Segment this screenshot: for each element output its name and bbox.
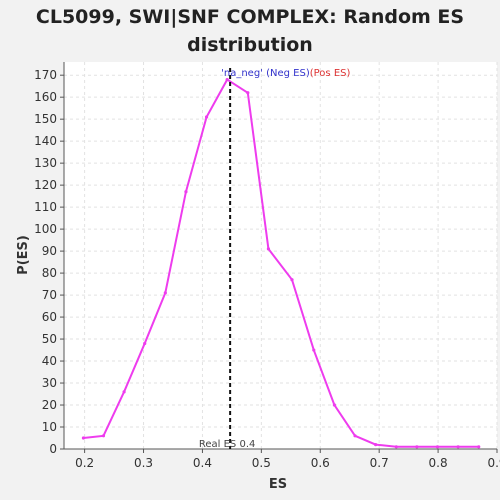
data-point-0-2 <box>122 390 126 394</box>
x-axis-label: ES <box>269 477 287 492</box>
es-direction-annotation: 'na_neg' (Neg ES)(Pos ES) <box>221 68 350 79</box>
data-point-0-0 <box>81 436 86 440</box>
y-tick-label-16: 160 <box>34 90 57 104</box>
data-point-0-3 <box>143 341 147 346</box>
data-point-0-16 <box>415 445 419 449</box>
chart-title-line2: distribution <box>187 34 313 56</box>
annotation-group: Real ES 0.4 'na_neg' (Neg ES)(Pos ES) <box>199 68 350 450</box>
annotation-neg-text: 'na_neg' (Neg ES) <box>221 68 310 79</box>
y-tick-label-15: 150 <box>34 112 57 126</box>
y-axis-label: P(ES) <box>16 235 31 275</box>
data-point-0-10 <box>290 278 294 282</box>
y-tick-label-10: 100 <box>34 222 57 236</box>
chart-title-line1: CL5099, SWI|SNF COMPLEX: Random ES <box>35 6 465 28</box>
y-tick-label-3: 30 <box>42 376 57 390</box>
chart-title: CL5099, SWI|SNF COMPLEX: Random ES distr… <box>0 3 500 59</box>
x-tick-label-1: 0.3 <box>134 456 153 470</box>
x-tick-label-5: 0.7 <box>370 456 389 470</box>
x-tick-label-4: 0.6 <box>311 456 330 470</box>
y-tick-label-11: 110 <box>34 200 57 214</box>
grid <box>64 62 498 450</box>
data-point-0-8 <box>246 91 250 95</box>
y-tick-label-4: 40 <box>42 354 57 368</box>
y-tick-label-9: 90 <box>42 244 57 258</box>
data-point-0-18 <box>456 445 460 449</box>
data-point-0-19 <box>477 445 481 449</box>
real-es-label: Real ES 0.4 <box>199 439 255 450</box>
data-point-0-17 <box>435 445 440 449</box>
data-point-0-13 <box>353 434 357 438</box>
y-tick-label-14: 140 <box>34 134 57 148</box>
x-tick-label-2: 0.4 <box>193 456 212 470</box>
y-tick-label-2: 20 <box>42 398 57 412</box>
y-tick-label-6: 60 <box>42 310 57 324</box>
annotation-pos-text: (Pos ES) <box>310 68 351 79</box>
y-tick-label-13: 130 <box>34 156 57 170</box>
data-point-0-14 <box>374 443 378 447</box>
x-tick-label-0: 0.2 <box>75 456 94 470</box>
x-tick-label-3: 0.5 <box>252 456 271 470</box>
data-point-0-5 <box>184 190 188 194</box>
axes: 0 10 20 30 40 50 60 70 80 90 100 110 120 130 140 150 160… <box>34 62 500 470</box>
data-point-0-15 <box>394 445 398 449</box>
series-group <box>81 77 481 449</box>
data-point-0-11 <box>312 348 316 352</box>
x-tick-label-7: 0.9 <box>487 456 500 470</box>
data-point-0-1 <box>101 434 106 438</box>
y-tick-label-17: 170 <box>34 68 57 82</box>
data-point-0-6 <box>204 115 209 119</box>
plot-area <box>64 62 497 449</box>
data-point-0-12 <box>332 403 337 407</box>
x-tick-label-6: 0.8 <box>429 456 448 470</box>
data-point-0-9 <box>266 247 271 251</box>
y-tick-label-5: 50 <box>42 332 57 346</box>
y-tick-label-8: 80 <box>42 266 57 280</box>
y-tick-label-7: 70 <box>42 288 57 302</box>
y-tick-label-1: 10 <box>42 420 57 434</box>
data-point-0-4 <box>163 291 167 295</box>
series-line-0 <box>83 78 479 448</box>
y-tick-label-0: 0 <box>49 442 57 456</box>
data-point-0-7 <box>225 77 229 82</box>
y-tick-label-12: 120 <box>34 178 57 192</box>
